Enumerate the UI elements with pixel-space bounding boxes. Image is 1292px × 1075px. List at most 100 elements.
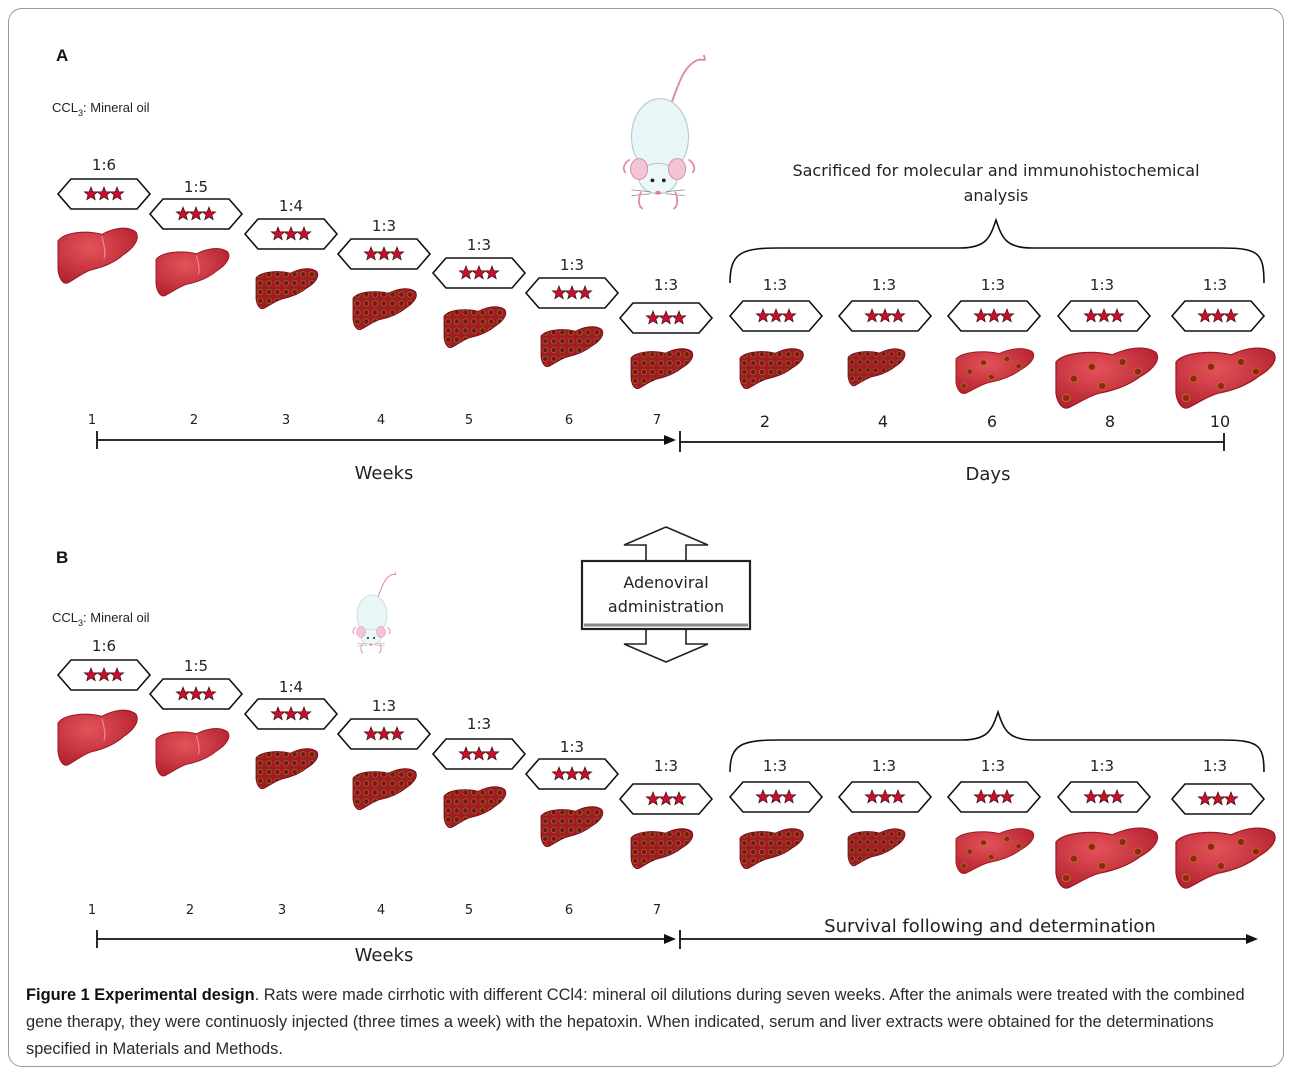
dilution-box — [730, 782, 822, 812]
week-number: 4 — [377, 413, 385, 428]
dilution-box — [1172, 784, 1264, 814]
ratio-label: 1:3 — [654, 276, 678, 294]
dilution-box — [526, 278, 618, 308]
ccl-suffix: : Mineral oil — [83, 610, 150, 625]
day-number: 8 — [1105, 412, 1115, 431]
bracket-label: Sacrificed for molecular and immunohisto… — [792, 161, 1199, 180]
figure-frame — [8, 8, 1284, 1067]
day-number: 6 — [987, 412, 997, 431]
ratio-label: 1:3 — [372, 217, 396, 235]
panel-a-letter: A — [56, 46, 68, 65]
ratio-label: 1:3 — [981, 276, 1005, 294]
ratio-label: 1:3 — [372, 697, 396, 715]
dilution-box — [620, 303, 712, 333]
liver-recovering-icon — [1176, 348, 1275, 408]
dilution-box — [58, 660, 150, 690]
ratio-label: 1:3 — [872, 276, 896, 294]
ratio-label: 1:4 — [279, 197, 303, 215]
liver-cirrhotic-icon — [631, 349, 693, 389]
week-number: 3 — [278, 903, 286, 918]
liver-recovering-icon — [956, 349, 1034, 394]
ratio-label: 1:5 — [184, 657, 208, 675]
ratio-label: 1:3 — [560, 256, 584, 274]
survival-axis — [679, 930, 1258, 949]
liver-recovering-icon — [1056, 828, 1157, 888]
liver-cirrhotic-icon — [541, 807, 603, 847]
ratio-label: 1:3 — [763, 757, 787, 775]
dilution-box — [1058, 782, 1150, 812]
dilution-box — [150, 199, 242, 229]
liver-recovering-icon — [956, 829, 1034, 874]
dilution-box — [338, 719, 430, 749]
survival-label: Survival following and determination — [824, 916, 1156, 937]
liver-cirrhotic-icon — [444, 787, 506, 828]
adenoviral-label: Adenoviral — [623, 573, 708, 592]
liver-cirrhotic-icon — [848, 349, 905, 386]
week-number: 7 — [653, 903, 661, 918]
liver-recovering-icon — [1176, 828, 1275, 888]
liver-cirrhotic-icon — [740, 829, 803, 869]
liver-recovering-icon — [1056, 348, 1157, 408]
dilution-box — [730, 301, 822, 331]
liver-cirrhotic-icon — [848, 829, 905, 866]
week-number: 5 — [465, 903, 473, 918]
dilution-box — [948, 301, 1040, 331]
ratio-label: 1:3 — [872, 757, 896, 775]
ccl-prefix: CCL — [52, 100, 78, 115]
ratio-label: 1:3 — [1203, 757, 1227, 775]
panel-b-letter: B — [56, 548, 68, 567]
dilution-box — [526, 759, 618, 789]
days-axis — [679, 431, 1225, 452]
rat-illustration-icon — [352, 571, 397, 654]
dilution-box — [620, 784, 712, 814]
week-number: 6 — [565, 413, 573, 428]
weeks-label: Weeks — [355, 463, 414, 484]
week-number: 4 — [377, 903, 385, 918]
dilution-box — [58, 179, 150, 209]
ratio-label: 1:3 — [1090, 757, 1114, 775]
week-number: 5 — [465, 413, 473, 428]
ratio-label: 1:4 — [279, 678, 303, 696]
week-number: 3 — [282, 413, 290, 428]
dilution-box — [433, 258, 525, 288]
experimental-design-diagram: A CCL3: Mineral oil 1:6 1:5 1:4 1:3 1:3 … — [52, 46, 1292, 966]
dilution-box — [1172, 301, 1264, 331]
day-number: 4 — [878, 412, 888, 431]
liver-cirrhotic-icon — [631, 829, 693, 869]
ratio-label: 1:5 — [184, 178, 208, 196]
dilution-box — [948, 782, 1040, 812]
liver-healthy-icon — [156, 728, 229, 776]
liver-cirrhotic-icon — [353, 769, 416, 810]
adenoviral-label: administration — [608, 597, 724, 616]
ratio-label: 1:3 — [1090, 276, 1114, 294]
liver-healthy-icon — [156, 248, 229, 296]
rat-illustration-icon — [622, 54, 706, 210]
ratio-label: 1:3 — [467, 715, 491, 733]
bracket — [729, 709, 1265, 773]
liver-cirrhotic-icon — [256, 749, 318, 789]
week-number: 6 — [565, 903, 573, 918]
dilution-box — [839, 782, 931, 812]
weeks-label: Weeks — [355, 945, 414, 966]
dilution-box — [150, 679, 242, 709]
ratio-label: 1:3 — [654, 757, 678, 775]
ratio-label: 1:3 — [467, 236, 491, 254]
liver-cirrhotic-icon — [256, 269, 318, 309]
panel-a-ccl-label: CCL3: Mineral oil — [52, 100, 150, 118]
liver-cirrhotic-icon — [444, 307, 506, 348]
dilution-box — [338, 239, 430, 269]
day-number: 10 — [1210, 412, 1230, 431]
day-number: 2 — [760, 412, 770, 431]
dilution-box — [1058, 301, 1150, 331]
dilution-box — [433, 739, 525, 769]
week-number: 7 — [653, 413, 661, 428]
weeks-axis — [96, 431, 676, 449]
bracket — [729, 217, 1265, 284]
weeks-axis — [96, 930, 676, 948]
days-label: Days — [966, 464, 1011, 485]
liver-cirrhotic-icon — [541, 327, 603, 367]
figure-caption: Figure 1 Experimental design. Rats were … — [26, 982, 1276, 1063]
caption-body: . Rats were made cirrhotic with differen… — [26, 986, 1245, 1058]
ccl-prefix: CCL — [52, 610, 78, 625]
bracket-label: analysis — [964, 186, 1029, 205]
